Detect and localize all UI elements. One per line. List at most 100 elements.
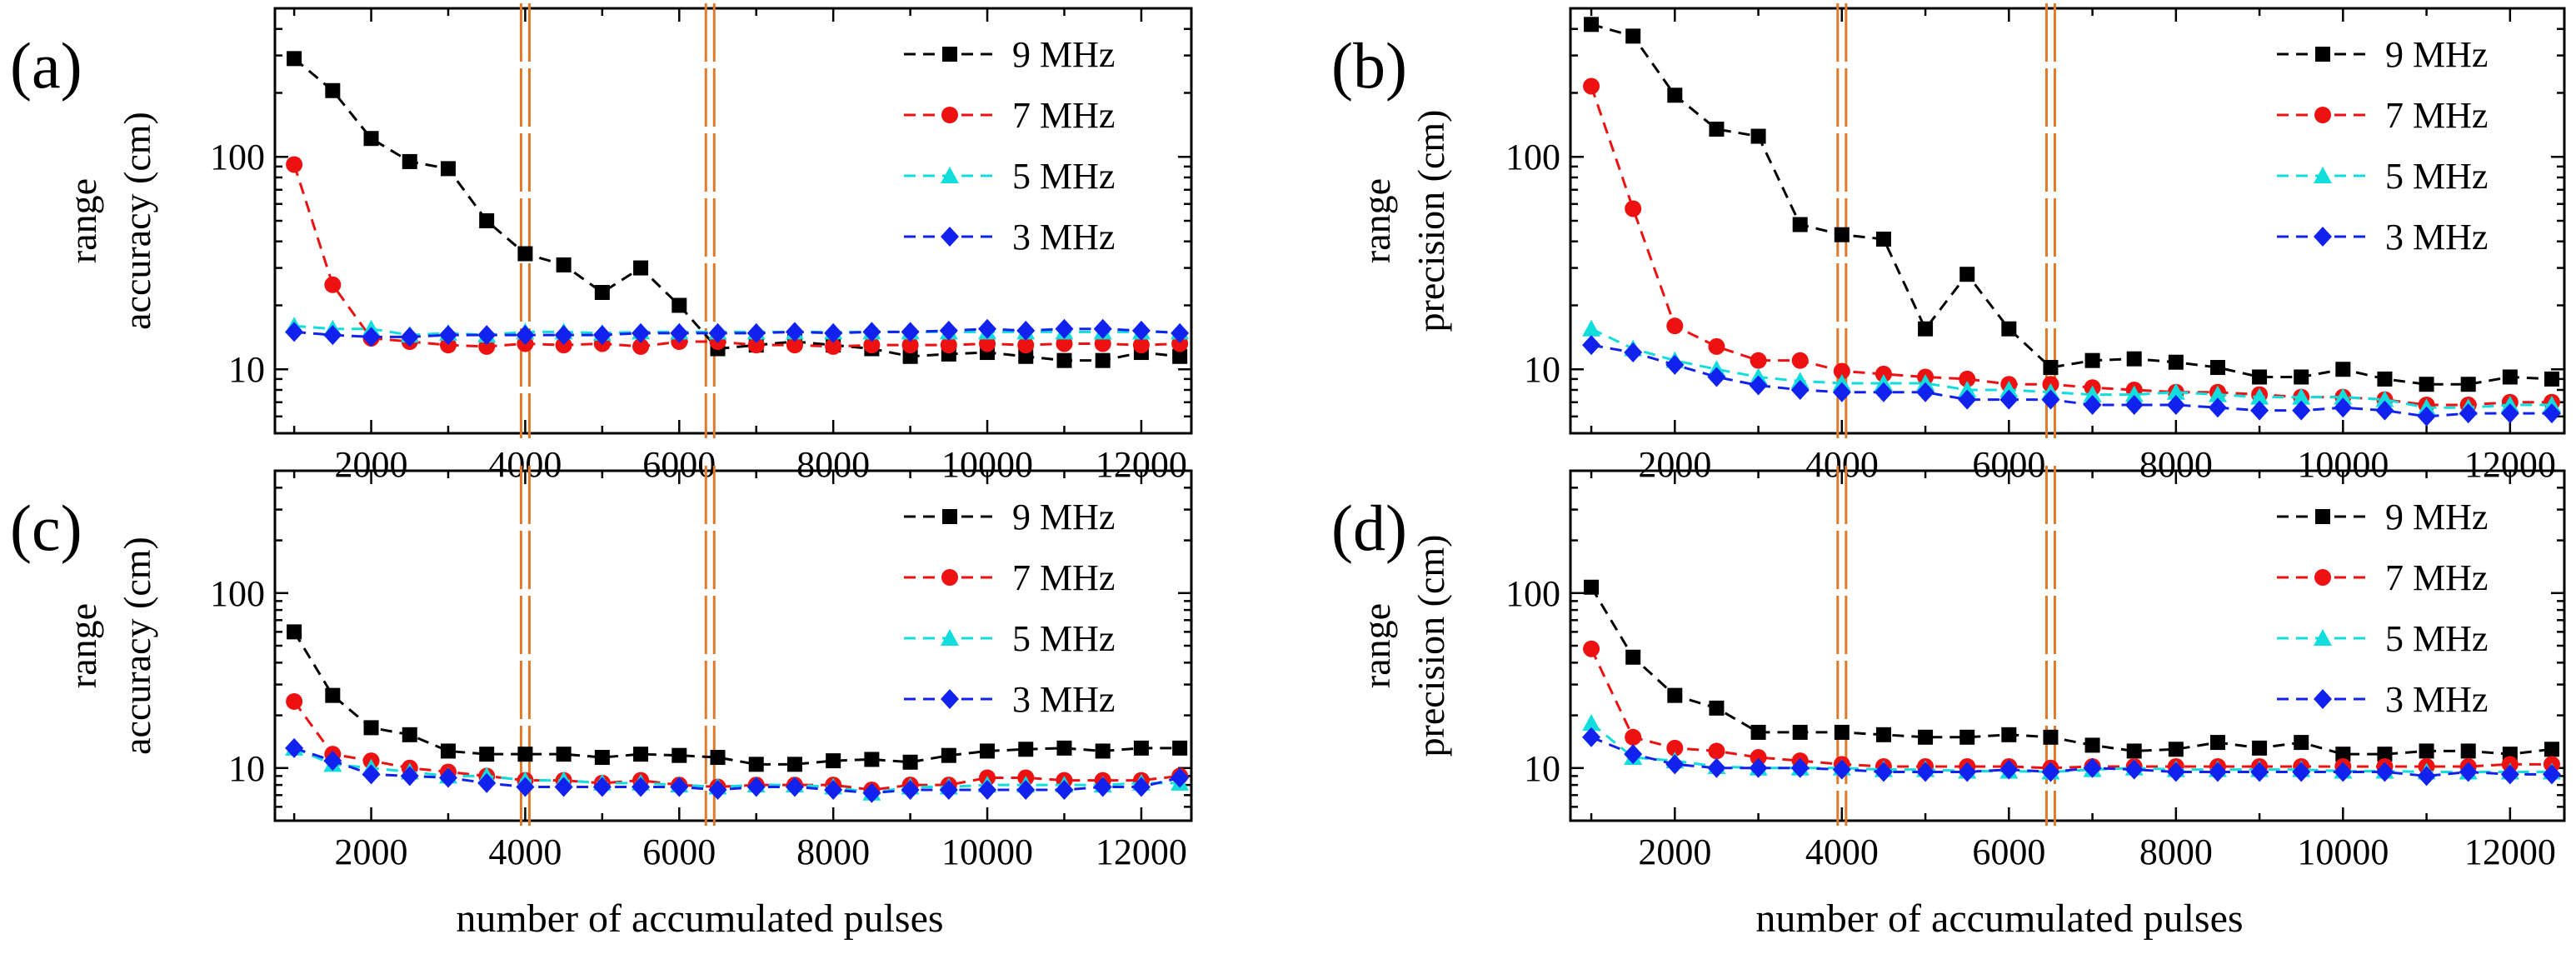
panel-b-point-9-mhz: [1875, 231, 1891, 247]
panel-d-point-9-mhz: [1959, 729, 1975, 745]
panel-b-point-3-mhz: [1958, 389, 1977, 410]
panel-b-legend-marker-7-mhz: [2314, 107, 2331, 123]
panel-c-xtick-label: 8000: [796, 832, 870, 872]
panel-b-point-9-mhz: [2001, 321, 2017, 337]
panel-a-point-3-mhz: [592, 325, 612, 346]
panel-b-label: (b): [1331, 29, 1407, 102]
panel-b-point-9-mhz: [1834, 227, 1850, 242]
panel-a-legend-marker-5-mhz: [941, 167, 959, 183]
panel-b-point-9-mhz: [2168, 354, 2184, 370]
panel-d-point-3-mhz: [1749, 757, 1768, 778]
panel-a-point-3-mhz: [978, 318, 997, 339]
panel-d-point-3-mhz: [2542, 764, 2561, 785]
panel-b-point-7-mhz: [1625, 200, 1642, 217]
panel-d-point-3-mhz: [1832, 759, 1851, 780]
panel-a-point-3-mhz: [1093, 318, 1112, 339]
panel-d-point-3-mhz: [2250, 762, 2269, 782]
panel-c-legend-label-9-mhz: 9 MHz: [1012, 497, 1115, 537]
panel-d-point-3-mhz: [2375, 762, 2394, 782]
panel-a-point-7-mhz: [1056, 335, 1073, 352]
panel-d-ytick-label: 10: [1524, 748, 1560, 789]
panel-c-point-9-mhz: [556, 747, 572, 762]
panel-c-point-3-mhz: [362, 764, 381, 785]
panel-c-xtick-label: 2000: [335, 832, 408, 872]
panel-c-point-3-mhz: [1131, 777, 1151, 797]
panel-c-point-9-mhz: [287, 624, 302, 640]
panel-c-point-3-mhz: [862, 782, 881, 803]
panel-a-point-3-mhz: [1016, 320, 1036, 341]
panel-b-point-5-mhz: [2250, 387, 2269, 405]
panel-a-point-7-mhz: [825, 337, 842, 355]
panel-a-point-3-mhz: [708, 322, 727, 343]
panel-d-legend-marker-7-mhz: [2314, 569, 2331, 586]
panel-a-point-3-mhz: [285, 322, 304, 342]
panel-b-point-9-mhz: [1792, 217, 1808, 232]
panel-c-xtick-label: 12000: [1096, 832, 1187, 872]
panel-d-point-3-mhz: [2041, 762, 2060, 782]
panel-d-ylabel-line2: precision (cm): [1410, 535, 1452, 757]
panel-c-xtick-label: 4000: [488, 832, 562, 872]
panel-c-point-3-mhz: [632, 777, 651, 797]
panel-c-point-3-mhz: [1016, 780, 1036, 801]
x-axis-title-left: number of accumulated pulses: [456, 897, 943, 941]
panel-b-point-3-mhz: [1874, 382, 1893, 402]
panel-a-point-9-mhz: [363, 131, 379, 147]
x-axis-title-right: number of accumulated pulses: [1755, 897, 2243, 941]
panel-a-legend-marker-7-mhz: [941, 107, 958, 123]
panel-b-point-5-mhz: [2208, 385, 2227, 402]
panel-c-point-9-mhz: [1018, 742, 1034, 757]
panel-b-series-line-5-mhz: [1590, 327, 2552, 409]
panel-b-point-3-mhz: [1624, 342, 1643, 363]
panel-a-point-3-mhz: [1131, 320, 1151, 341]
panel-d-legend-marker-3-mhz: [2314, 689, 2332, 709]
panel-b-point-3-mhz: [2417, 406, 2436, 427]
panel-b-point-5-mhz: [1582, 319, 1601, 337]
panel-d: (d) range precision (cm) 10 100 2000 4000 6000 8…: [1331, 466, 2566, 872]
panel-d-point-9-mhz: [1792, 724, 1808, 740]
panel-c-point-9-mhz: [671, 747, 687, 763]
panel-a-point-3-mhz: [323, 325, 342, 346]
panel-b-point-9-mhz: [2502, 369, 2518, 385]
panel-d-point-9-mhz: [2084, 737, 2100, 753]
panel-b-point-3-mhz: [2334, 397, 2353, 418]
panel-b-point-9-mhz: [2084, 352, 2100, 368]
panel-d-xtick-label: 6000: [1972, 832, 2045, 872]
panel-c-point-3-mhz: [477, 772, 497, 793]
panel-c-point-9-mhz: [941, 747, 956, 763]
panel-a-point-7-mhz: [1017, 337, 1035, 354]
panel-a-point-7-mhz: [1171, 335, 1189, 352]
panel-d-point-3-mhz: [1624, 744, 1643, 765]
panel-a-point-9-mhz: [402, 153, 417, 169]
panel-a-point-9-mhz: [517, 246, 533, 262]
panel-d-point-9-mhz: [1709, 700, 1725, 716]
panel-a-ylabel-line1: range: [62, 178, 104, 263]
panel-b-point-7-mhz: [1791, 352, 1809, 369]
panel-b-point-5-mhz: [2292, 387, 2311, 405]
panel-c-point-3-mhz: [554, 777, 573, 797]
panel-b-point-7-mhz: [1875, 365, 1892, 382]
panel-b-point-9-mhz: [2419, 377, 2434, 392]
panel-d-label: (d): [1331, 492, 1407, 564]
panel-d-point-3-mhz: [1707, 757, 1726, 778]
panel-a-point-7-mhz: [439, 337, 457, 354]
panel-d-point-9-mhz: [2001, 727, 2017, 742]
panel-c-point-3-mhz: [978, 780, 997, 801]
panel-b-legend-label-3-mhz: 3 MHz: [2385, 217, 2488, 257]
panel-a-point-9-mhz: [633, 260, 649, 276]
panel-a-point-3-mhz: [362, 327, 381, 347]
panel-a-point-3-mhz: [632, 322, 651, 343]
panel-c-label: (c): [10, 492, 82, 564]
panel-d-point-9-mhz: [2168, 742, 2184, 757]
panel-c-ylabel-line2: accuracy (cm): [116, 537, 158, 755]
panel-d-point-9-mhz: [1918, 729, 1934, 745]
panel-c-point-3-mhz: [785, 777, 804, 797]
panel-a-point-9-mhz: [556, 257, 572, 272]
panel-a-point-7-mhz: [1094, 335, 1111, 352]
panel-a-ytick-label: 100: [210, 137, 265, 177]
panel-c-ytick-label: 100: [210, 573, 265, 614]
panel-b-point-9-mhz: [1584, 17, 1600, 32]
panel-a-point-7-mhz: [286, 156, 303, 173]
panel-d-series-line-3-mhz: [1590, 736, 2552, 777]
panel-b-point-9-mhz: [2460, 377, 2476, 392]
